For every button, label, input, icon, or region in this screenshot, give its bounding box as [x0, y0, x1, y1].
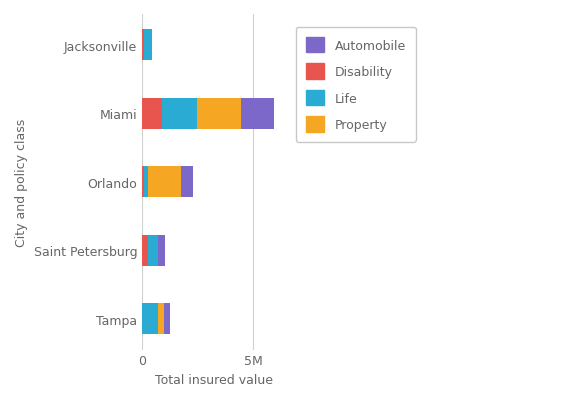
- Bar: [142, 304, 158, 334]
- Bar: [181, 167, 193, 198]
- Bar: [144, 30, 151, 61]
- Bar: [158, 304, 164, 334]
- Bar: [197, 99, 241, 130]
- Y-axis label: City and policy class: City and policy class: [15, 118, 28, 246]
- Legend: Automobile, Disability, Life, Property: Automobile, Disability, Life, Property: [296, 28, 416, 142]
- Bar: [162, 99, 197, 130]
- Bar: [164, 304, 170, 334]
- Bar: [142, 99, 162, 130]
- Bar: [142, 30, 144, 61]
- Bar: [147, 167, 181, 198]
- Bar: [159, 235, 165, 266]
- Bar: [149, 235, 159, 266]
- Bar: [241, 99, 274, 130]
- Bar: [142, 167, 144, 198]
- X-axis label: Total insured value: Total insured value: [155, 373, 273, 386]
- Bar: [142, 235, 149, 266]
- Bar: [144, 167, 147, 198]
